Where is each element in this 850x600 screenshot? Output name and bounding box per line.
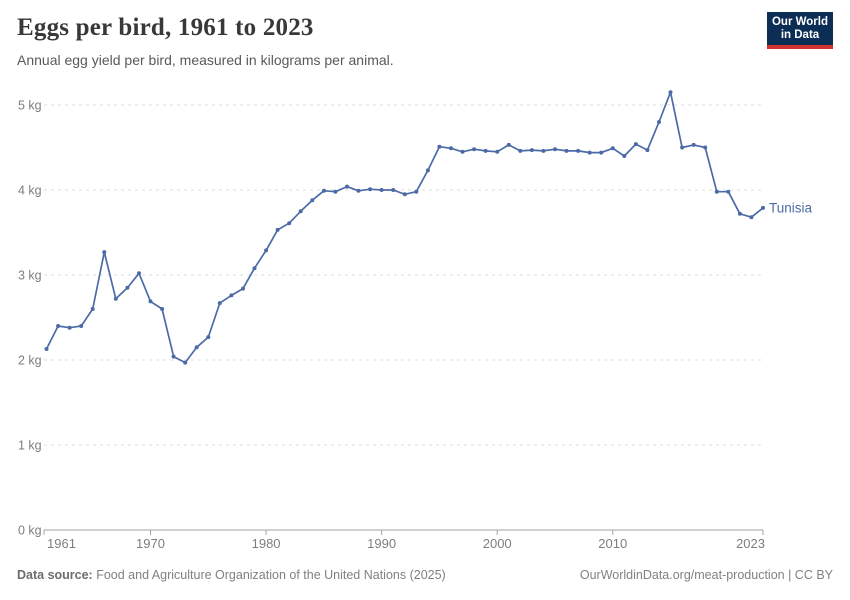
data-point-tunisia-1978 (241, 286, 245, 291)
x-tick-label-1961: 1961 (47, 536, 76, 551)
data-point-tunisia-1965 (90, 307, 95, 311)
data-point-tunisia-1970 (148, 299, 153, 304)
data-point-tunisia-2003 (529, 148, 534, 153)
data-point-tunisia-1962 (56, 324, 61, 328)
x-tick-label-1990: 1990 (367, 536, 396, 551)
data-point-tunisia-1983 (298, 209, 303, 214)
x-tick-label-1970: 1970 (136, 536, 165, 551)
y-tick-label-4kg: 4 kg (18, 184, 42, 198)
data-point-tunisia-1998 (472, 147, 477, 152)
data-point-tunisia-2015 (668, 90, 673, 95)
x-tick-label-2000: 2000 (483, 536, 512, 551)
y-tick-label-2kg: 2 kg (18, 354, 42, 368)
x-tick-label-2010: 2010 (598, 536, 627, 551)
data-point-tunisia-1969 (137, 271, 141, 276)
data-point-tunisia-2020 (726, 189, 731, 194)
chart-title: Eggs per bird, 1961 to 2023 (17, 14, 314, 41)
data-point-tunisia-2021 (737, 211, 742, 216)
data-source-text: Food and Agriculture Organization of the… (92, 568, 446, 582)
data-point-tunisia-1989 (368, 187, 373, 192)
data-point-tunisia-2004 (541, 148, 546, 153)
data-point-tunisia-1975 (206, 335, 211, 340)
data-point-tunisia-1990 (379, 188, 384, 192)
data-point-tunisia-1980 (264, 248, 269, 253)
data-point-tunisia-2018 (703, 145, 708, 150)
y-tick-label-1kg: 1 kg (18, 439, 42, 453)
series-label-tunisia: Tunisia (769, 200, 813, 215)
data-point-tunisia-2016 (680, 145, 685, 150)
data-point-tunisia-1977 (229, 293, 234, 298)
data-point-tunisia-2014 (657, 120, 661, 124)
data-point-tunisia-1971 (160, 307, 165, 311)
series-line-tunisia (45, 91, 764, 364)
data-point-tunisia-2022 (749, 215, 754, 220)
data-point-tunisia-2000 (495, 149, 500, 154)
data-point-tunisia-2012 (633, 142, 638, 147)
data-source-note: Data source: Food and Agriculture Organi… (17, 568, 446, 582)
data-point-tunisia-1987 (345, 184, 349, 189)
data-point-tunisia-1973 (183, 360, 188, 365)
data-point-tunisia-1961 (44, 347, 49, 351)
data-point-tunisia-1991 (391, 188, 396, 192)
data-point-tunisia-1979 (252, 266, 257, 271)
data-point-tunisia-2023 (761, 205, 765, 210)
chart-svg: 0 kg 1 kg 2 kg 3 kg 4 kg 5 kg 1961 1970 1980 1990… (18, 90, 813, 551)
data-point-tunisia-1986 (333, 189, 338, 194)
data-point-tunisia-1996 (449, 146, 453, 151)
data-source-label: Data source: (17, 568, 93, 582)
data-point-tunisia-1999 (483, 148, 488, 153)
data-point-tunisia-2010 (610, 146, 615, 151)
y-tick-label-5kg: 5 kg (18, 99, 42, 113)
data-point-tunisia-2011 (622, 154, 627, 158)
y-tick-label-3kg: 3 kg (18, 269, 42, 283)
data-point-tunisia-1964 (79, 324, 84, 328)
data-point-tunisia-1985 (321, 188, 326, 193)
data-point-tunisia-1963 (67, 325, 72, 330)
data-point-tunisia-1972 (171, 354, 176, 359)
data-point-tunisia-1994 (425, 168, 430, 173)
data-point-tunisia-2001 (506, 142, 511, 147)
data-point-tunisia-1995 (437, 144, 442, 149)
data-point-tunisia-1992 (402, 192, 407, 197)
y-tick-label-0kg: 0 kg (18, 524, 42, 538)
owid-logo[interactable]: Our World in Data (767, 12, 833, 49)
chart-subtitle: Annual egg yield per bird, measured in k… (17, 52, 394, 68)
chart-footer: Data source: Food and Agriculture Organi… (17, 568, 833, 582)
data-point-tunisia-2017 (691, 142, 696, 147)
data-point-tunisia-1974 (194, 345, 199, 350)
owid-logo-line1: Our World (771, 15, 828, 28)
data-point-tunisia-2009 (599, 150, 604, 155)
data-point-tunisia-1981 (275, 227, 280, 232)
data-point-tunisia-1988 (356, 188, 361, 193)
data-point-tunisia-2013 (645, 148, 650, 153)
data-point-tunisia-2005 (553, 147, 557, 152)
data-point-tunisia-1966 (102, 250, 107, 255)
data-point-tunisia-1997 (460, 149, 465, 154)
data-point-tunisia-1993 (414, 189, 419, 194)
x-tick-label-1980: 1980 (252, 536, 281, 551)
data-point-tunisia-1976 (217, 301, 222, 306)
data-point-tunisia-2019 (714, 189, 719, 194)
data-point-tunisia-2006 (564, 148, 569, 153)
data-point-tunisia-2002 (518, 148, 523, 153)
data-point-tunisia-1984 (310, 198, 315, 203)
x-tick-label-2023: 2023 (736, 536, 765, 551)
data-point-tunisia-1968 (125, 285, 130, 290)
data-point-tunisia-2007 (576, 148, 581, 153)
owid-logo-line2: in Data (780, 28, 820, 41)
credit-link[interactable]: OurWorldinData.org/meat-production | CC … (579, 568, 833, 582)
data-point-tunisia-2008 (587, 150, 592, 155)
data-point-tunisia-1982 (287, 221, 292, 226)
data-point-tunisia-1967 (113, 296, 118, 301)
